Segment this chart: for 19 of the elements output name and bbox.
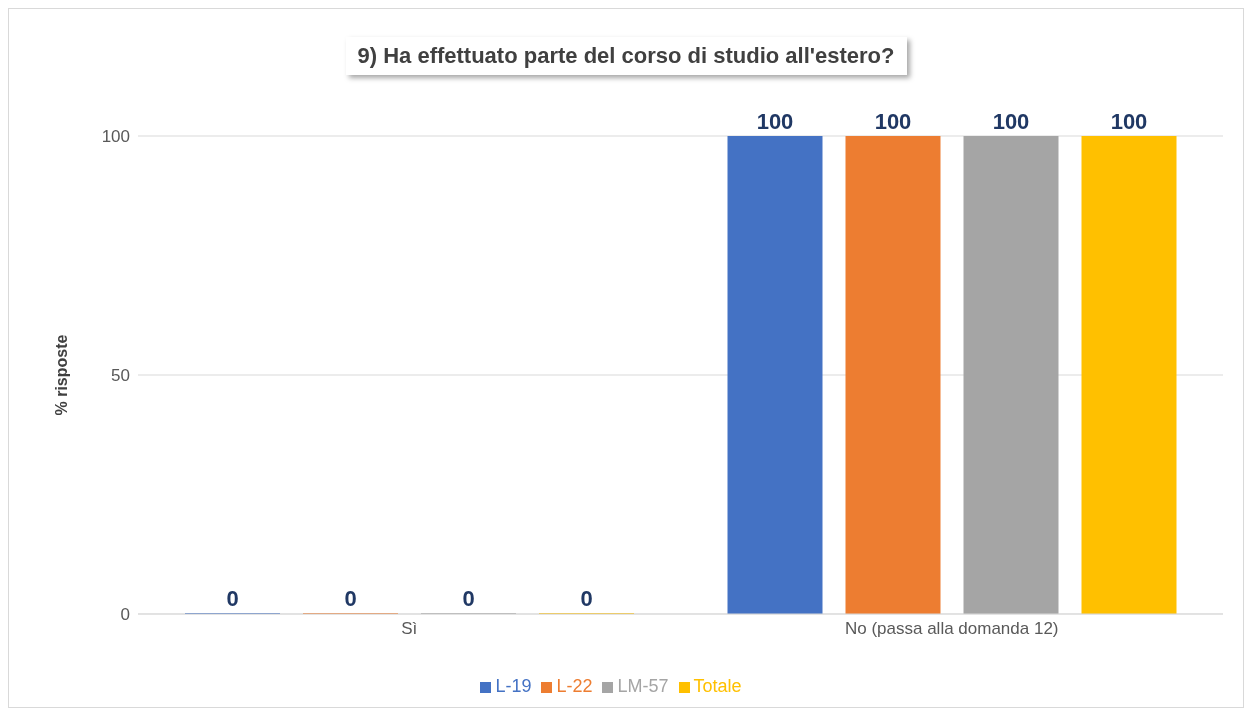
data-label: 100: [992, 109, 1030, 134]
y-tick-label: 0: [120, 605, 130, 625]
data-label: 100: [874, 109, 912, 134]
data-label: 100: [1110, 109, 1148, 134]
chart-title: 9) Ha effettuato parte del corso di studio all'estero?: [345, 37, 907, 75]
data-label: 0: [580, 586, 593, 611]
legend-label: L-19: [495, 676, 532, 696]
data-label: 0: [462, 586, 475, 611]
y-tick-label: 50: [111, 366, 130, 386]
x-tick-label: No (passa alla domanda 12): [844, 619, 1059, 639]
legend-label: LM-57: [617, 676, 669, 696]
y-tick-label: 100: [101, 127, 130, 147]
legend-label: Totale: [693, 676, 742, 696]
x-tick-label: Sì: [401, 619, 418, 639]
data-label: 100: [756, 109, 794, 134]
y-axis-title: % risposte: [52, 334, 70, 416]
legend-label: L-22: [556, 676, 593, 696]
data-label: 0: [344, 586, 357, 611]
data-label: 0: [226, 586, 239, 611]
